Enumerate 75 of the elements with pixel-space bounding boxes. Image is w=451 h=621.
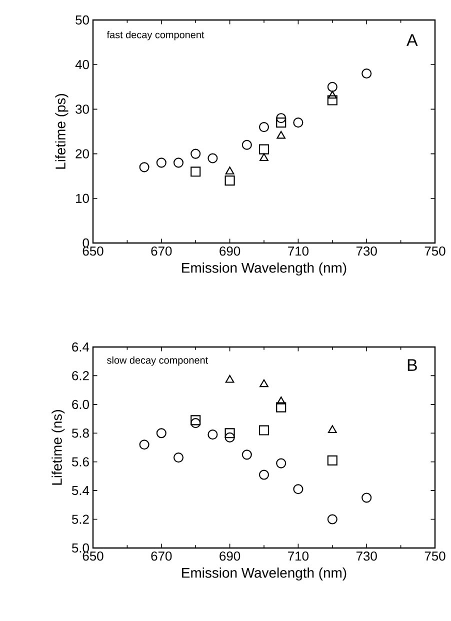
- x-tick-label: 750: [424, 552, 446, 561]
- x-tick-label: 710: [288, 552, 308, 561]
- point: [173, 158, 184, 168]
- point: [362, 492, 372, 503]
- point: [276, 396, 286, 404]
- y-tick-label: 20: [76, 149, 89, 158]
- x-tick-label: 670: [151, 246, 172, 256]
- y-tick-label: 50: [76, 15, 89, 25]
- point: [258, 122, 270, 132]
- x-tick-label: 650: [82, 552, 104, 561]
- y-tick-label: 5.8: [72, 428, 89, 438]
- point: [156, 428, 166, 438]
- y-tick-label: 6.4: [72, 342, 90, 352]
- point: [327, 95, 338, 106]
- point: [328, 425, 337, 434]
- point: [260, 153, 268, 162]
- x-tick-label: 730: [356, 246, 377, 256]
- point: [208, 430, 218, 440]
- point: [190, 415, 201, 426]
- point: [225, 374, 234, 383]
- x-tick-label: 690: [220, 246, 240, 256]
- y-tick-label: 5.2: [72, 514, 89, 524]
- x-tick-label: 690: [220, 552, 240, 561]
- point: [276, 402, 286, 412]
- point: [276, 118, 286, 128]
- y-tick-label: 0: [82, 238, 89, 248]
- point: [327, 455, 338, 466]
- y-tick-label: 5.6: [72, 457, 89, 466]
- point: [328, 90, 337, 99]
- x-tick-label: 650: [82, 246, 104, 256]
- x-tick-label: 750: [424, 246, 446, 256]
- point: [276, 130, 286, 139]
- y-axis-title: Lifetime (ns): [52, 410, 65, 485]
- annotation: fast decay component: [106, 30, 204, 40]
- point: [276, 458, 286, 468]
- point: [293, 484, 304, 494]
- point: [362, 68, 372, 79]
- point: [208, 153, 218, 164]
- point: [258, 425, 270, 436]
- y-tick-label: 10: [76, 194, 89, 203]
- point: [258, 470, 270, 480]
- annotation: slow decay component: [107, 356, 208, 366]
- point: [139, 440, 150, 450]
- x-tick-label: 670: [151, 552, 172, 561]
- point: [190, 418, 201, 428]
- y-axis-title: Lifetime (ps): [55, 94, 68, 169]
- y-tick-label: 6.0: [72, 400, 89, 410]
- point: [242, 140, 252, 150]
- point: [258, 144, 270, 154]
- y-tick-label: 5.4: [72, 486, 90, 496]
- point: [327, 82, 338, 92]
- point: [190, 148, 201, 159]
- point: [156, 158, 166, 168]
- point: [293, 118, 304, 128]
- point: [224, 176, 235, 186]
- x-tick-label: 730: [356, 552, 377, 561]
- x-tick-label: 710: [288, 246, 308, 256]
- y-tick-label: 5.0: [72, 543, 89, 553]
- annotation: A: [406, 34, 418, 46]
- point: [139, 162, 150, 172]
- annotation: B: [408, 359, 417, 371]
- point: [173, 452, 184, 463]
- y-tick-label: 30: [76, 104, 89, 114]
- x-axis-title: Emission Wavelength (nm): [182, 262, 346, 276]
- point: [242, 450, 252, 460]
- point: [224, 432, 235, 442]
- y-tick-label: 40: [75, 60, 89, 70]
- point: [225, 166, 234, 174]
- point: [190, 166, 201, 177]
- point: [276, 113, 286, 124]
- y-tick-label: 6.2: [72, 371, 89, 380]
- x-axis-title: Emission Wavelength (nm): [182, 568, 346, 581]
- point: [260, 379, 268, 388]
- point: [224, 428, 235, 438]
- point: [327, 514, 338, 524]
